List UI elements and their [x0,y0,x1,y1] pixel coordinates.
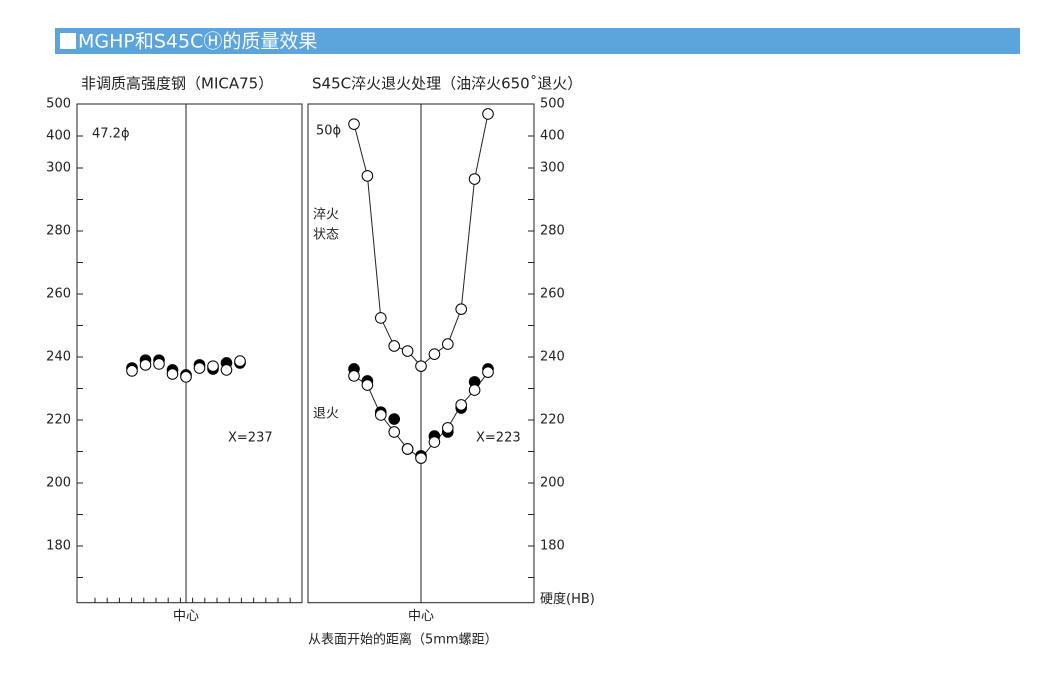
y-tick-label: 220 [540,413,565,428]
y-tick-label: 500 [540,97,565,112]
data-point [401,443,414,455]
data-point [388,340,401,352]
y-tick-label: 200 [540,476,565,491]
data-point [234,355,246,367]
data-point [482,108,494,120]
data-point [348,118,360,130]
y-tick-label: 200 [46,476,71,491]
data-point [428,436,441,448]
annotation: 50ϕ [316,124,341,139]
y-tick-label: 400 [540,129,565,144]
data-point [401,345,414,357]
plot-frame [76,103,303,604]
annotation: 状态 [313,228,339,243]
data-point [361,170,374,182]
header-bar [55,28,1020,54]
data-point [207,360,219,372]
data-point [455,399,468,411]
annotation: 退火 [313,407,339,422]
y-tick-label: 220 [46,413,71,428]
chart-subtitle: S45C淬火退火处理（油淬火650˚退火） [312,75,582,93]
data-point [375,409,387,421]
data-point [442,338,454,350]
y-tick-label: 300 [540,161,565,176]
y-tick-label: 280 [46,224,71,239]
data-point [388,413,401,425]
y-tick-label: 180 [46,539,71,554]
y-tick-label: 240 [46,350,71,365]
data-point [361,379,374,391]
y-tick-label: 300 [46,161,71,176]
annotation: X=237 [228,431,273,446]
data-point [126,365,138,377]
annotation: 47.2ϕ [92,127,130,142]
data-point [442,422,454,434]
data-point [482,366,494,378]
x-axis-label: 从表面开始的距离（5mm螺距） [308,632,498,648]
y-tick-label: 280 [540,224,565,239]
data-point [220,364,233,376]
y-tick-label: 500 [46,97,71,112]
data-point [468,173,481,185]
y-tick-label: 400 [46,129,71,144]
data-point [348,370,360,382]
data-point [468,384,481,396]
data-point [139,359,152,371]
y-axis-label: 硬度(HB) [540,591,595,607]
data-point [455,303,468,315]
data-point [428,348,441,360]
annotation: X=223 [476,431,521,446]
header-square [60,33,76,49]
data-point [415,360,427,372]
data-point [180,371,192,383]
header-title: MGHP和S45CⒽ的质量效果 [78,31,317,53]
y-tick-label: 180 [540,539,565,554]
y-tick-label: 260 [540,287,565,302]
data-point [166,368,179,380]
y-tick-label: 260 [46,287,71,302]
chart-subtitle: 非调质高强度钢（MICA75） [81,75,273,93]
data-point [375,312,387,324]
data-point [153,358,165,370]
data-point [193,362,206,374]
x-tick-label: 中心 [408,609,434,624]
data-point [388,426,401,438]
data-point [415,452,427,464]
annotation: 淬火 [313,208,339,223]
x-tick-label: 中心 [173,609,199,624]
y-tick-label: 240 [540,350,565,365]
